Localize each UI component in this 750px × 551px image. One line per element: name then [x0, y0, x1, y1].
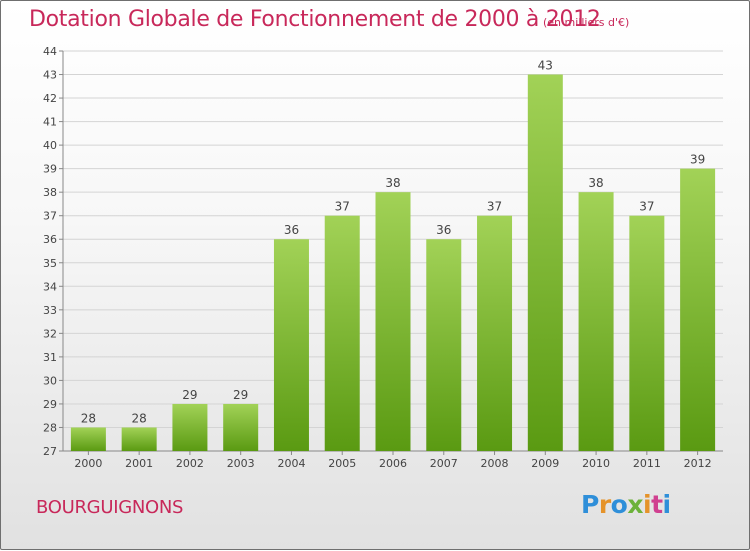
- chart-unit: (en milliers d'€): [543, 16, 630, 29]
- logo-letter: t: [651, 490, 663, 519]
- x-tick-label: 2005: [328, 457, 356, 470]
- y-tick-label: 37: [43, 210, 57, 223]
- y-tick-label: 34: [43, 280, 57, 293]
- data-label: 37: [487, 200, 502, 214]
- x-tick-labels: 2000 2001 2002 2003 2004 2005 2006 2007 2008 2009…: [74, 457, 711, 470]
- data-label: 37: [335, 200, 350, 214]
- logo-letter: P: [581, 490, 599, 519]
- bar: [375, 192, 411, 452]
- bar: [273, 239, 309, 451]
- y-tick-label: 39: [43, 163, 57, 176]
- x-tick-label: 2004: [277, 457, 305, 470]
- y-tick-label: 43: [43, 69, 57, 82]
- data-label: 28: [81, 411, 96, 425]
- y-tick-label: 40: [43, 139, 57, 152]
- data-label: 38: [385, 176, 400, 190]
- logo-letter: o: [610, 490, 628, 519]
- y-tick-label: 41: [43, 116, 57, 129]
- chart-title: Dotation Globale de Fonctionnement de 20…: [29, 7, 601, 32]
- proxiti-logo: Proxiti: [581, 490, 671, 519]
- y-tick-label: 42: [43, 92, 57, 105]
- y-tick-label: 31: [43, 351, 57, 364]
- bar: [680, 168, 716, 451]
- y-tick-label: 44: [43, 45, 57, 58]
- y-tick-label: 32: [43, 327, 57, 340]
- y-tick-label: 38: [43, 186, 57, 199]
- logo-letter: i: [662, 490, 672, 519]
- x-tick-label: 2008: [481, 457, 509, 470]
- y-tick-label: 27: [43, 445, 57, 458]
- y-tick-labels: 27 28 29 30 31 32 33 34 35 36 37 38 39 40 41 42 43 44: [43, 45, 57, 458]
- y-tick-label: 29: [43, 398, 57, 411]
- bar: [121, 427, 157, 451]
- x-tick-label: 2011: [633, 457, 661, 470]
- data-label: 29: [233, 388, 248, 402]
- logo-letter: r: [598, 490, 611, 519]
- bar: [527, 74, 563, 451]
- bar: [426, 239, 462, 451]
- data-label: 39: [690, 153, 705, 167]
- bars: [70, 74, 716, 452]
- bar: [629, 215, 665, 451]
- y-tick-label: 36: [43, 233, 57, 246]
- bar: [70, 427, 106, 451]
- x-tick-label: 2009: [531, 457, 559, 470]
- data-label: 36: [284, 223, 299, 237]
- bar: [172, 403, 208, 451]
- y-tick-label: 35: [43, 257, 57, 270]
- data-labels: 28 28 29 29 36 37 38 36 37 43 38 37 39: [81, 59, 706, 426]
- x-tick-label: 2000: [74, 457, 102, 470]
- data-label: 28: [132, 411, 147, 425]
- x-tick-label: 2010: [582, 457, 610, 470]
- x-tick-label: 2007: [430, 457, 458, 470]
- x-tick-label: 2003: [227, 457, 255, 470]
- bar: [223, 403, 259, 451]
- data-label: 29: [182, 388, 197, 402]
- commune-name: BOURGUIGNONS: [36, 497, 184, 518]
- bar: [578, 192, 614, 452]
- x-tick-label: 2006: [379, 457, 407, 470]
- bar: [477, 215, 513, 451]
- x-tick-label: 2012: [684, 457, 712, 470]
- x-tick-label: 2002: [176, 457, 204, 470]
- y-tick-label: 30: [43, 374, 57, 387]
- data-label: 38: [588, 176, 603, 190]
- data-label: 37: [639, 200, 654, 214]
- x-tick-label: 2001: [125, 457, 153, 470]
- logo-letter: i: [643, 490, 652, 519]
- bar: [324, 215, 360, 451]
- data-label: 43: [538, 59, 553, 73]
- data-label: 36: [436, 223, 451, 237]
- y-tick-label: 33: [43, 304, 57, 317]
- logo-letter: x: [627, 490, 643, 519]
- y-tick-label: 28: [43, 421, 57, 434]
